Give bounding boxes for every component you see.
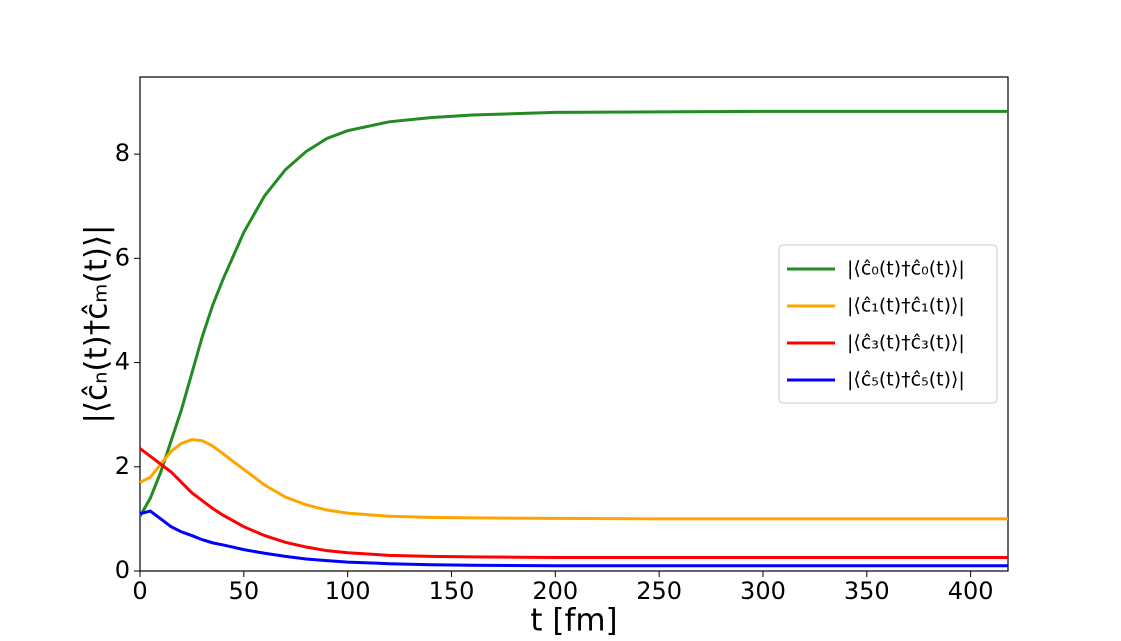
y-tick-label: 6 (115, 243, 130, 271)
legend-label: |⟨ĉ₀(t)†ĉ₀(t)⟩| (847, 258, 965, 280)
legend-label: |⟨ĉ₁(t)†ĉ₁(t)⟩| (847, 295, 965, 317)
legend-label: |⟨ĉ₅(t)†ĉ₅(t)⟩| (847, 369, 965, 391)
x-axis-label: t [fm] (530, 603, 617, 639)
y-tick-label: 0 (115, 556, 130, 584)
x-tick-label: 300 (740, 577, 786, 605)
y-axis-label: |⟨ĉₙ(t)†ĉₘ(t)⟩| (79, 224, 115, 423)
y-tick-label: 2 (115, 452, 130, 480)
x-tick-label: 200 (532, 577, 578, 605)
y-tick-label: 4 (115, 348, 130, 376)
y-tick-label: 8 (115, 139, 130, 167)
x-tick-label: 50 (229, 577, 260, 605)
legend-label: |⟨ĉ₃(t)†ĉ₃(t)⟩| (847, 332, 965, 354)
x-tick-label: 150 (429, 577, 475, 605)
x-tick-label: 0 (132, 577, 147, 605)
series-line (139, 509, 1008, 568)
series-line (139, 438, 1008, 521)
series-line (139, 447, 1008, 559)
x-tick-label: 250 (636, 577, 682, 605)
x-tick-label: 350 (844, 577, 890, 605)
x-tick-label: 100 (325, 577, 371, 605)
plot-frame (139, 76, 1009, 572)
x-tick-label: 400 (948, 577, 994, 605)
series-line (138, 109, 1008, 518)
legend-box (778, 244, 998, 404)
